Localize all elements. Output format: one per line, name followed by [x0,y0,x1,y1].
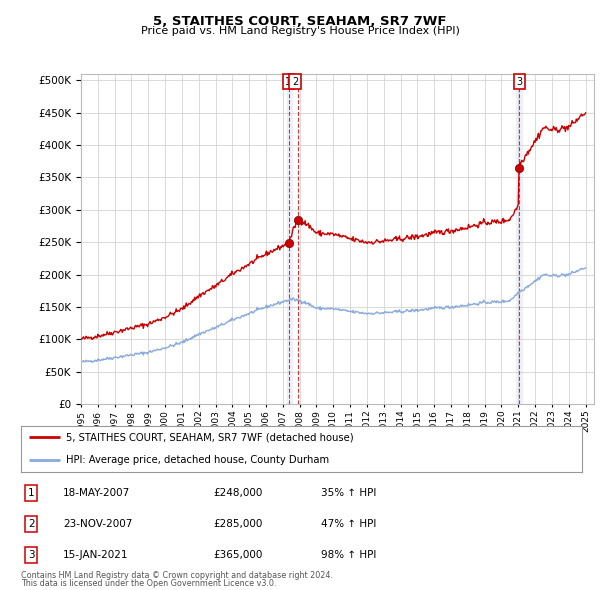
Text: 2: 2 [292,77,298,87]
Text: 5, STAITHES COURT, SEAHAM, SR7 7WF (detached house): 5, STAITHES COURT, SEAHAM, SR7 7WF (deta… [66,432,353,442]
Bar [287,74,292,404]
Text: 3: 3 [516,77,522,87]
Text: Contains HM Land Registry data © Crown copyright and database right 2024.: Contains HM Land Registry data © Crown c… [21,571,333,580]
Text: 3: 3 [28,550,35,560]
Text: 1: 1 [28,488,35,497]
Text: 18-MAY-2007: 18-MAY-2007 [63,488,130,497]
Text: 5, STAITHES COURT, SEAHAM, SR7 7WF: 5, STAITHES COURT, SEAHAM, SR7 7WF [153,15,447,28]
Text: £248,000: £248,000 [213,488,262,497]
Text: 15-JAN-2021: 15-JAN-2021 [63,550,128,560]
Text: £365,000: £365,000 [213,550,262,560]
Text: 1: 1 [285,77,292,87]
Text: 2: 2 [28,519,35,529]
Text: This data is licensed under the Open Government Licence v3.0.: This data is licensed under the Open Gov… [21,579,277,588]
Text: 98% ↑ HPI: 98% ↑ HPI [321,550,376,560]
Text: 23-NOV-2007: 23-NOV-2007 [63,519,133,529]
Text: 35% ↑ HPI: 35% ↑ HPI [321,488,376,497]
Text: 47% ↑ HPI: 47% ↑ HPI [321,519,376,529]
Text: Price paid vs. HM Land Registry's House Price Index (HPI): Price paid vs. HM Land Registry's House … [140,26,460,36]
Bar [517,74,521,404]
Text: £285,000: £285,000 [213,519,262,529]
Text: HPI: Average price, detached house, County Durham: HPI: Average price, detached house, Coun… [66,455,329,466]
